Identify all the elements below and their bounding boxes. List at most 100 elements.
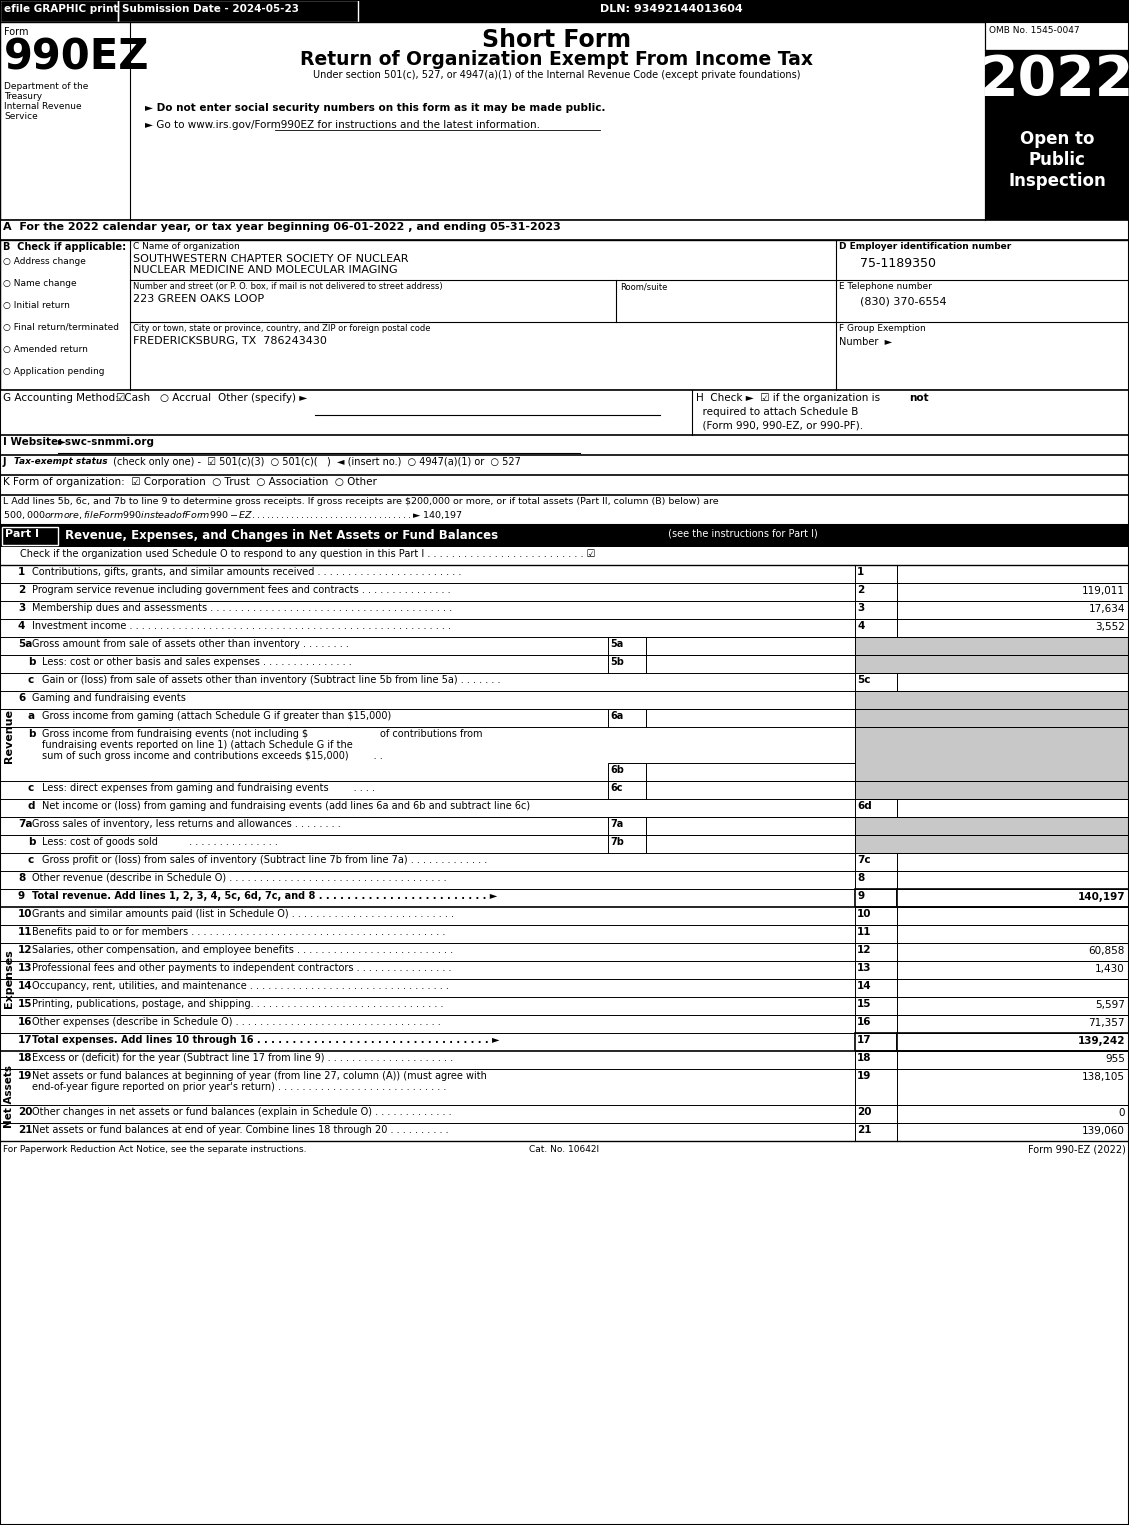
Bar [0, 390, 1129, 435]
Bar [0, 907, 1129, 926]
Text: OMB No. 1545-0047: OMB No. 1545-0047 [989, 26, 1079, 35]
Bar [0, 239, 1129, 390]
Bar [0, 1069, 1129, 1106]
Text: 6a: 6a [610, 711, 623, 721]
Text: ► Go to www.irs.gov/Form990EZ for instructions and the latest information.: ► Go to www.irs.gov/Form990EZ for instru… [145, 120, 540, 130]
Bar [898, 619, 1129, 637]
Bar [0, 564, 1129, 583]
Text: 7a: 7a [18, 819, 33, 830]
Bar [855, 601, 898, 619]
Text: 138,105: 138,105 [1082, 1072, 1124, 1083]
Text: 18: 18 [857, 1052, 872, 1063]
Text: Form 990-EZ (2022): Form 990-EZ (2022) [1029, 1145, 1126, 1154]
Text: Service: Service [5, 111, 37, 120]
Text: 7a: 7a [610, 819, 623, 830]
Text: 6d: 6d [857, 801, 872, 811]
Bar [0, 852, 1129, 871]
Text: ► Do not enter social security numbers on this form as it may be made public.: ► Do not enter social security numbers o… [145, 104, 605, 113]
Text: 5,597: 5,597 [1095, 1000, 1124, 1010]
Text: Under section 501(c), 527, or 4947(a)(1) of the Internal Revenue Code (except pr: Under section 501(c), 527, or 4947(a)(1)… [313, 70, 800, 79]
Text: 16: 16 [18, 1017, 33, 1026]
Bar [855, 997, 898, 1016]
Bar [646, 781, 855, 799]
Text: E Telephone number: E Telephone number [839, 282, 931, 291]
Text: (Form 990, 990-EZ, or 990-PF).: (Form 990, 990-EZ, or 990-PF). [695, 421, 864, 432]
Text: b: b [28, 657, 35, 666]
Text: Total expenses. Add lines 10 through 16 . . . . . . . . . . . . . . . . . . . . : Total expenses. Add lines 10 through 16 … [32, 1035, 499, 1045]
Bar [0, 1122, 1129, 1141]
Bar [0, 656, 1129, 673]
Text: Other expenses (describe in Schedule O) . . . . . . . . . . . . . . . . . . . . : Other expenses (describe in Schedule O) … [32, 1017, 440, 1026]
Text: 17: 17 [857, 1035, 872, 1045]
Text: Return of Organization Exempt From Income Tax: Return of Organization Exempt From Incom… [300, 50, 814, 69]
Bar [984, 122, 1129, 220]
Text: FREDERICKSBURG, TX  786243430: FREDERICKSBURG, TX 786243430 [133, 336, 327, 346]
Text: Salaries, other compensation, and employee benefits . . . . . . . . . . . . . . : Salaries, other compensation, and employ… [32, 946, 453, 955]
Text: Short Form: Short Form [482, 27, 631, 52]
Text: 21: 21 [857, 1125, 872, 1135]
Bar [984, 50, 1129, 122]
Bar [898, 852, 1129, 871]
Text: Gross amount from sale of assets other than inventory . . . . . . . .: Gross amount from sale of assets other t… [32, 639, 349, 650]
Bar [609, 817, 646, 836]
Bar [898, 871, 1129, 889]
Text: 5c: 5c [857, 676, 870, 685]
Bar [855, 619, 898, 637]
Text: required to attach Schedule B: required to attach Schedule B [695, 407, 858, 416]
Bar [855, 637, 1129, 656]
Text: Treasury: Treasury [5, 92, 42, 101]
Bar [898, 1106, 1129, 1122]
Bar [898, 907, 1129, 926]
Text: ►swc-snmmi.org: ►swc-snmmi.org [58, 438, 155, 447]
Text: L Add lines 5b, 6c, and 7b to line 9 to determine gross receipts. If gross recei: L Add lines 5b, 6c, and 7b to line 9 to … [3, 497, 719, 506]
Text: 10: 10 [857, 909, 872, 920]
Bar [898, 1051, 1129, 1069]
Text: 71,357: 71,357 [1088, 1019, 1124, 1028]
Text: ○ Initial return: ○ Initial return [3, 300, 70, 310]
Bar [0, 1016, 1129, 1032]
Bar [0, 926, 1129, 942]
Text: fundraising events reported on line 1) (attach Schedule G if the: fundraising events reported on line 1) (… [42, 740, 352, 750]
Text: 2: 2 [18, 586, 25, 595]
Text: Membership dues and assessments . . . . . . . . . . . . . . . . . . . . . . . . : Membership dues and assessments . . . . … [32, 602, 452, 613]
Text: Cat. No. 10642I: Cat. No. 10642I [530, 1145, 599, 1154]
Text: 21: 21 [18, 1125, 33, 1135]
Text: Number and street (or P. O. box, if mail is not delivered to street address): Number and street (or P. O. box, if mail… [133, 282, 443, 291]
Text: 119,011: 119,011 [1082, 586, 1124, 596]
Text: Revenue: Revenue [5, 709, 14, 762]
Text: ○ Final return/terminated: ○ Final return/terminated [3, 323, 119, 332]
Text: 20: 20 [18, 1107, 33, 1116]
Text: G Accounting Method:: G Accounting Method: [3, 393, 119, 403]
Bar [0, 601, 1129, 619]
Bar [0, 619, 1129, 637]
Text: 3: 3 [857, 602, 865, 613]
Text: 19: 19 [857, 1071, 872, 1081]
Bar [855, 1069, 898, 1106]
Bar [646, 637, 855, 656]
Bar [898, 942, 1129, 961]
Bar [0, 583, 1129, 601]
Text: 1: 1 [857, 567, 865, 576]
Bar [898, 1032, 1129, 1051]
Text: Occupancy, rent, utilities, and maintenance . . . . . . . . . . . . . . . . . . : Occupancy, rent, utilities, and maintena… [32, 981, 449, 991]
Bar [0, 799, 1129, 817]
Bar [855, 852, 898, 871]
Text: Tax-exempt status: Tax-exempt status [14, 458, 107, 467]
Bar [855, 799, 898, 817]
Bar [646, 656, 855, 673]
Text: 12: 12 [18, 946, 33, 955]
Bar [646, 762, 855, 781]
Text: Gaming and fundraising events: Gaming and fundraising events [32, 692, 186, 703]
Text: Gain or (loss) from sale of assets other than inventory (Subtract line 5b from l: Gain or (loss) from sale of assets other… [42, 676, 500, 685]
Bar [0, 525, 1129, 547]
Text: Gross income from fundraising events (not including $                       of c: Gross income from fundraising events (no… [42, 729, 482, 740]
Bar [855, 691, 1129, 709]
Text: Less: direct expenses from gaming and fundraising events        . . . .: Less: direct expenses from gaming and fu… [42, 782, 375, 793]
Text: Less: cost or other basis and sales expenses . . . . . . . . . . . . . . .: Less: cost or other basis and sales expe… [42, 657, 352, 666]
Text: Other revenue (describe in Schedule O) . . . . . . . . . . . . . . . . . . . . .: Other revenue (describe in Schedule O) .… [32, 872, 447, 883]
Text: ☑Cash: ☑Cash [115, 393, 150, 403]
Bar [0, 961, 1129, 979]
Text: DLN: 93492144013604: DLN: 93492144013604 [599, 5, 743, 14]
Bar [855, 961, 898, 979]
Text: 5b: 5b [610, 657, 624, 666]
